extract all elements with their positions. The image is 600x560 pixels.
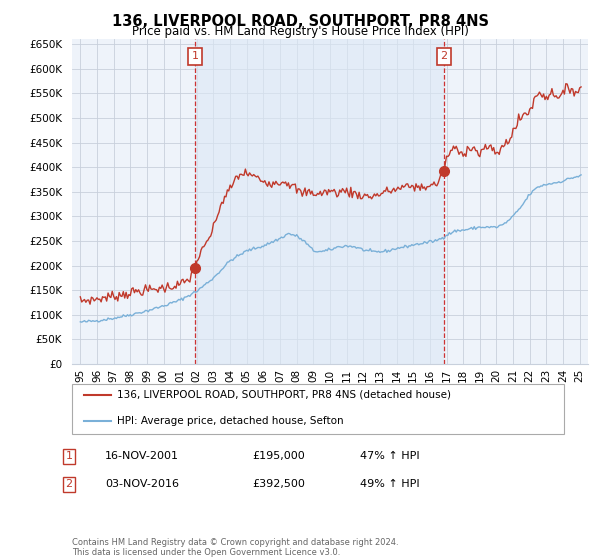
Text: 49% ↑ HPI: 49% ↑ HPI	[360, 479, 419, 489]
Text: 2: 2	[65, 479, 73, 489]
Text: £392,500: £392,500	[252, 479, 305, 489]
Bar	[195, 39, 444, 364]
Text: 136, LIVERPOOL ROAD, SOUTHPORT, PR8 4NS: 136, LIVERPOOL ROAD, SOUTHPORT, PR8 4NS	[112, 14, 488, 29]
Text: 47% ↑ HPI: 47% ↑ HPI	[360, 451, 419, 461]
Text: 03-NOV-2016: 03-NOV-2016	[105, 479, 179, 489]
Text: 1: 1	[191, 52, 199, 62]
Text: Price paid vs. HM Land Registry's House Price Index (HPI): Price paid vs. HM Land Registry's House …	[131, 25, 469, 38]
Text: 2: 2	[440, 52, 448, 62]
Text: Contains HM Land Registry data © Crown copyright and database right 2024.
This d: Contains HM Land Registry data © Crown c…	[72, 538, 398, 557]
Text: HPI: Average price, detached house, Sefton: HPI: Average price, detached house, Seft…	[117, 416, 344, 426]
Text: 16-NOV-2001: 16-NOV-2001	[105, 451, 179, 461]
Text: 1: 1	[65, 451, 73, 461]
Text: £195,000: £195,000	[252, 451, 305, 461]
Text: 136, LIVERPOOL ROAD, SOUTHPORT, PR8 4NS (detached house): 136, LIVERPOOL ROAD, SOUTHPORT, PR8 4NS …	[117, 390, 451, 400]
